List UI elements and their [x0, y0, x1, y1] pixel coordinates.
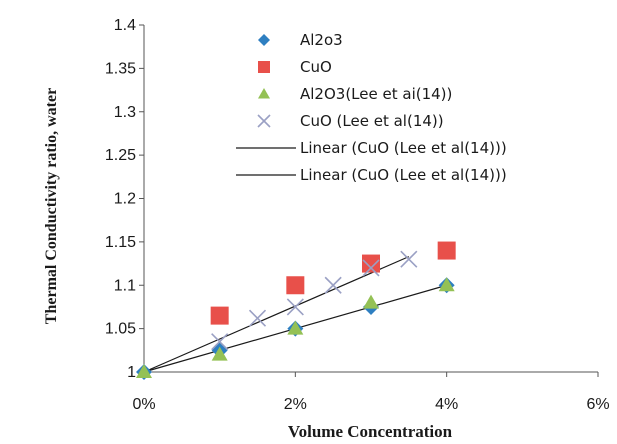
point-series-2 [437, 241, 456, 260]
y-tick-label: 1.25 [105, 147, 136, 164]
point-series-4 [400, 250, 418, 268]
y-tick-label: 1.3 [114, 104, 136, 121]
point-series-3 [363, 294, 379, 309]
x-axis-title: Volume Concentration [288, 422, 453, 441]
legend: Al2o3 CuO Al2O3(Lee et ai(14)) CuO (Lee et … [236, 31, 507, 184]
legend-label: Linear (CuO (Lee et al(14))) [300, 166, 507, 184]
y-tick-label: 1.1 [114, 277, 136, 294]
y-tick-label: 1 [127, 364, 136, 381]
legend-symbol [257, 114, 271, 128]
legend-symbol [258, 34, 270, 46]
point-series-4 [248, 309, 267, 327]
y-tick-label: 1.05 [105, 321, 136, 338]
point-series-4 [324, 276, 342, 294]
cross-stroke [362, 259, 380, 277]
x-tick-label: 4% [435, 396, 458, 413]
cross-stroke [257, 114, 271, 128]
legend-label: CuO (Lee et al(14)) [300, 112, 444, 130]
y-axis-title: Thermal Conductivity ratio, water [43, 88, 60, 324]
point-series-2 [362, 254, 380, 273]
y-tick-label: 1.2 [114, 191, 136, 208]
trendline [143, 256, 410, 373]
point-series-4 [211, 333, 229, 351]
y-tick-label: 1.35 [105, 60, 136, 77]
point-series-4 [286, 298, 304, 316]
point-series-4 [362, 259, 380, 277]
cross-stroke [211, 333, 229, 351]
cross-stroke [324, 276, 342, 294]
point-series-3 [287, 320, 304, 335]
y-tick-label: 1.15 [105, 234, 136, 251]
cross-stroke [248, 309, 267, 327]
point-series-2 [286, 276, 305, 295]
x-tick-label: 2% [284, 396, 307, 413]
point-series-3 [438, 277, 455, 292]
point-series-2 [210, 306, 229, 325]
tick-labels: 1 1.05 1.1 1.15 1.2 1.25 1.3 1.35 1.4 0% 2% 4% 6% [105, 17, 610, 413]
data-points [136, 241, 456, 380]
x-tick-label: 6% [586, 396, 609, 413]
legend-label: Al2O3(Lee et ai(14)) [300, 85, 452, 103]
legend-label: Al2o3 [300, 31, 343, 49]
legend-label: CuO [300, 58, 332, 76]
x-tick-label: 0% [132, 396, 155, 413]
legend-label: Linear (CuO (Lee et al(14))) [300, 139, 507, 157]
point-series-3 [136, 364, 152, 378]
legend-symbol [258, 61, 270, 73]
legend-symbol [258, 88, 270, 99]
cross-stroke [286, 298, 304, 316]
point-series-3 [211, 346, 228, 361]
cross-stroke [400, 250, 418, 268]
y-tick-label: 1.4 [114, 17, 136, 34]
